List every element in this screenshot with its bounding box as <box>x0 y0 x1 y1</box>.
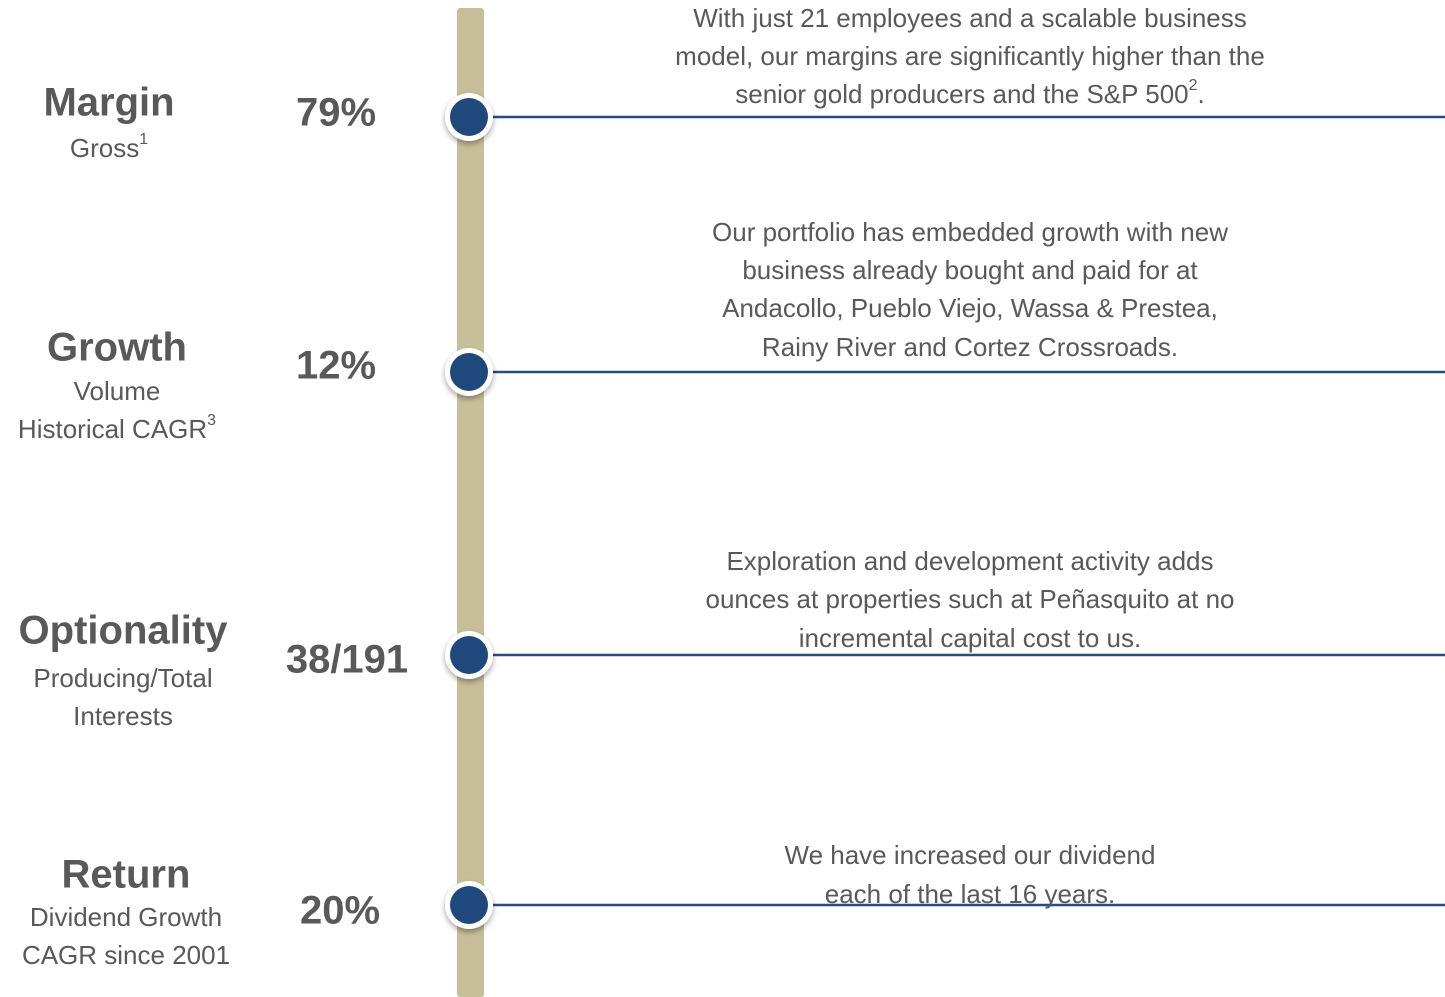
text-span: Exploration and development activity add… <box>726 546 1213 576</box>
timeline-dot-inner <box>450 98 488 136</box>
item-description: Rainy River and Cortez Crossroads. <box>762 332 1178 362</box>
text-span: Our portfolio has embedded growth with n… <box>712 217 1228 247</box>
item-subtitle: Historical CAGR3 <box>18 412 216 444</box>
text-span: business already bought and paid for at <box>742 255 1198 285</box>
item-subtitle: Dividend Growth <box>30 902 222 932</box>
timeline-dot-inner <box>450 353 488 391</box>
item-description: We have increased our dividend <box>785 840 1156 870</box>
text-span: Interests <box>73 701 173 731</box>
item-title: Optionality <box>19 609 229 653</box>
item-description: Our portfolio has embedded growth with n… <box>712 217 1228 247</box>
item-description: each of the last 16 years. <box>825 879 1116 909</box>
item-description: Andacollo, Pueblo Viejo, Wassa & Prestea… <box>722 293 1218 323</box>
item-title: Return <box>62 853 191 897</box>
item-value: 12% <box>296 344 376 388</box>
item-description: model, our margins are significantly hig… <box>675 41 1265 71</box>
text-span: senior gold producers and the S&P 500 <box>735 79 1188 109</box>
item-value: 20% <box>300 889 380 933</box>
item-subtitle: CAGR since 2001 <box>22 940 230 970</box>
text-span: each of the last 16 years. <box>825 879 1116 909</box>
text-span: CAGR since 2001 <box>22 940 230 970</box>
item-subtitle: Gross1 <box>70 131 148 163</box>
item-description: ounces at properties such at Peñasquito … <box>705 584 1234 614</box>
timeline-bar <box>457 8 484 997</box>
timeline-dot-inner <box>450 886 488 924</box>
text-span: With just 21 employees and a scalable bu… <box>693 3 1247 33</box>
sup: 3 <box>207 412 216 429</box>
text-span: Historical CAGR <box>18 414 207 444</box>
sup: 2 <box>1189 77 1198 94</box>
sup: 1 <box>139 131 148 148</box>
text-span: ounces at properties such at Peñasquito … <box>705 584 1234 614</box>
item-description: incremental capital cost to us. <box>799 623 1142 653</box>
text-span: Producing/Total <box>33 663 212 693</box>
text-span: . <box>1198 79 1205 109</box>
text-span: Dividend Growth <box>30 902 222 932</box>
item-subtitle: Producing/Total <box>33 663 212 693</box>
text-span: Gross <box>70 133 139 163</box>
item-description: With just 21 employees and a scalable bu… <box>693 3 1247 33</box>
text-span: Rainy River and Cortez Crossroads. <box>762 332 1178 362</box>
text-span: We have increased our dividend <box>785 840 1156 870</box>
timeline-dot-inner <box>450 636 488 674</box>
item-description: business already bought and paid for at <box>742 255 1198 285</box>
item-value: 79% <box>296 91 376 135</box>
text-span: incremental capital cost to us. <box>799 623 1142 653</box>
item-subtitle: Interests <box>73 701 173 731</box>
text-span: Andacollo, Pueblo Viejo, Wassa & Prestea… <box>722 293 1218 323</box>
text-span: Volume <box>74 376 161 406</box>
item-description: senior gold producers and the S&P 5002. <box>735 77 1205 109</box>
item-title: Growth <box>47 326 187 370</box>
item-title: Margin <box>43 81 174 125</box>
item-value: 38/191 <box>286 638 408 682</box>
text-span: model, our margins are significantly hig… <box>675 41 1265 71</box>
item-subtitle: Volume <box>74 376 161 406</box>
item-description: Exploration and development activity add… <box>726 546 1213 576</box>
